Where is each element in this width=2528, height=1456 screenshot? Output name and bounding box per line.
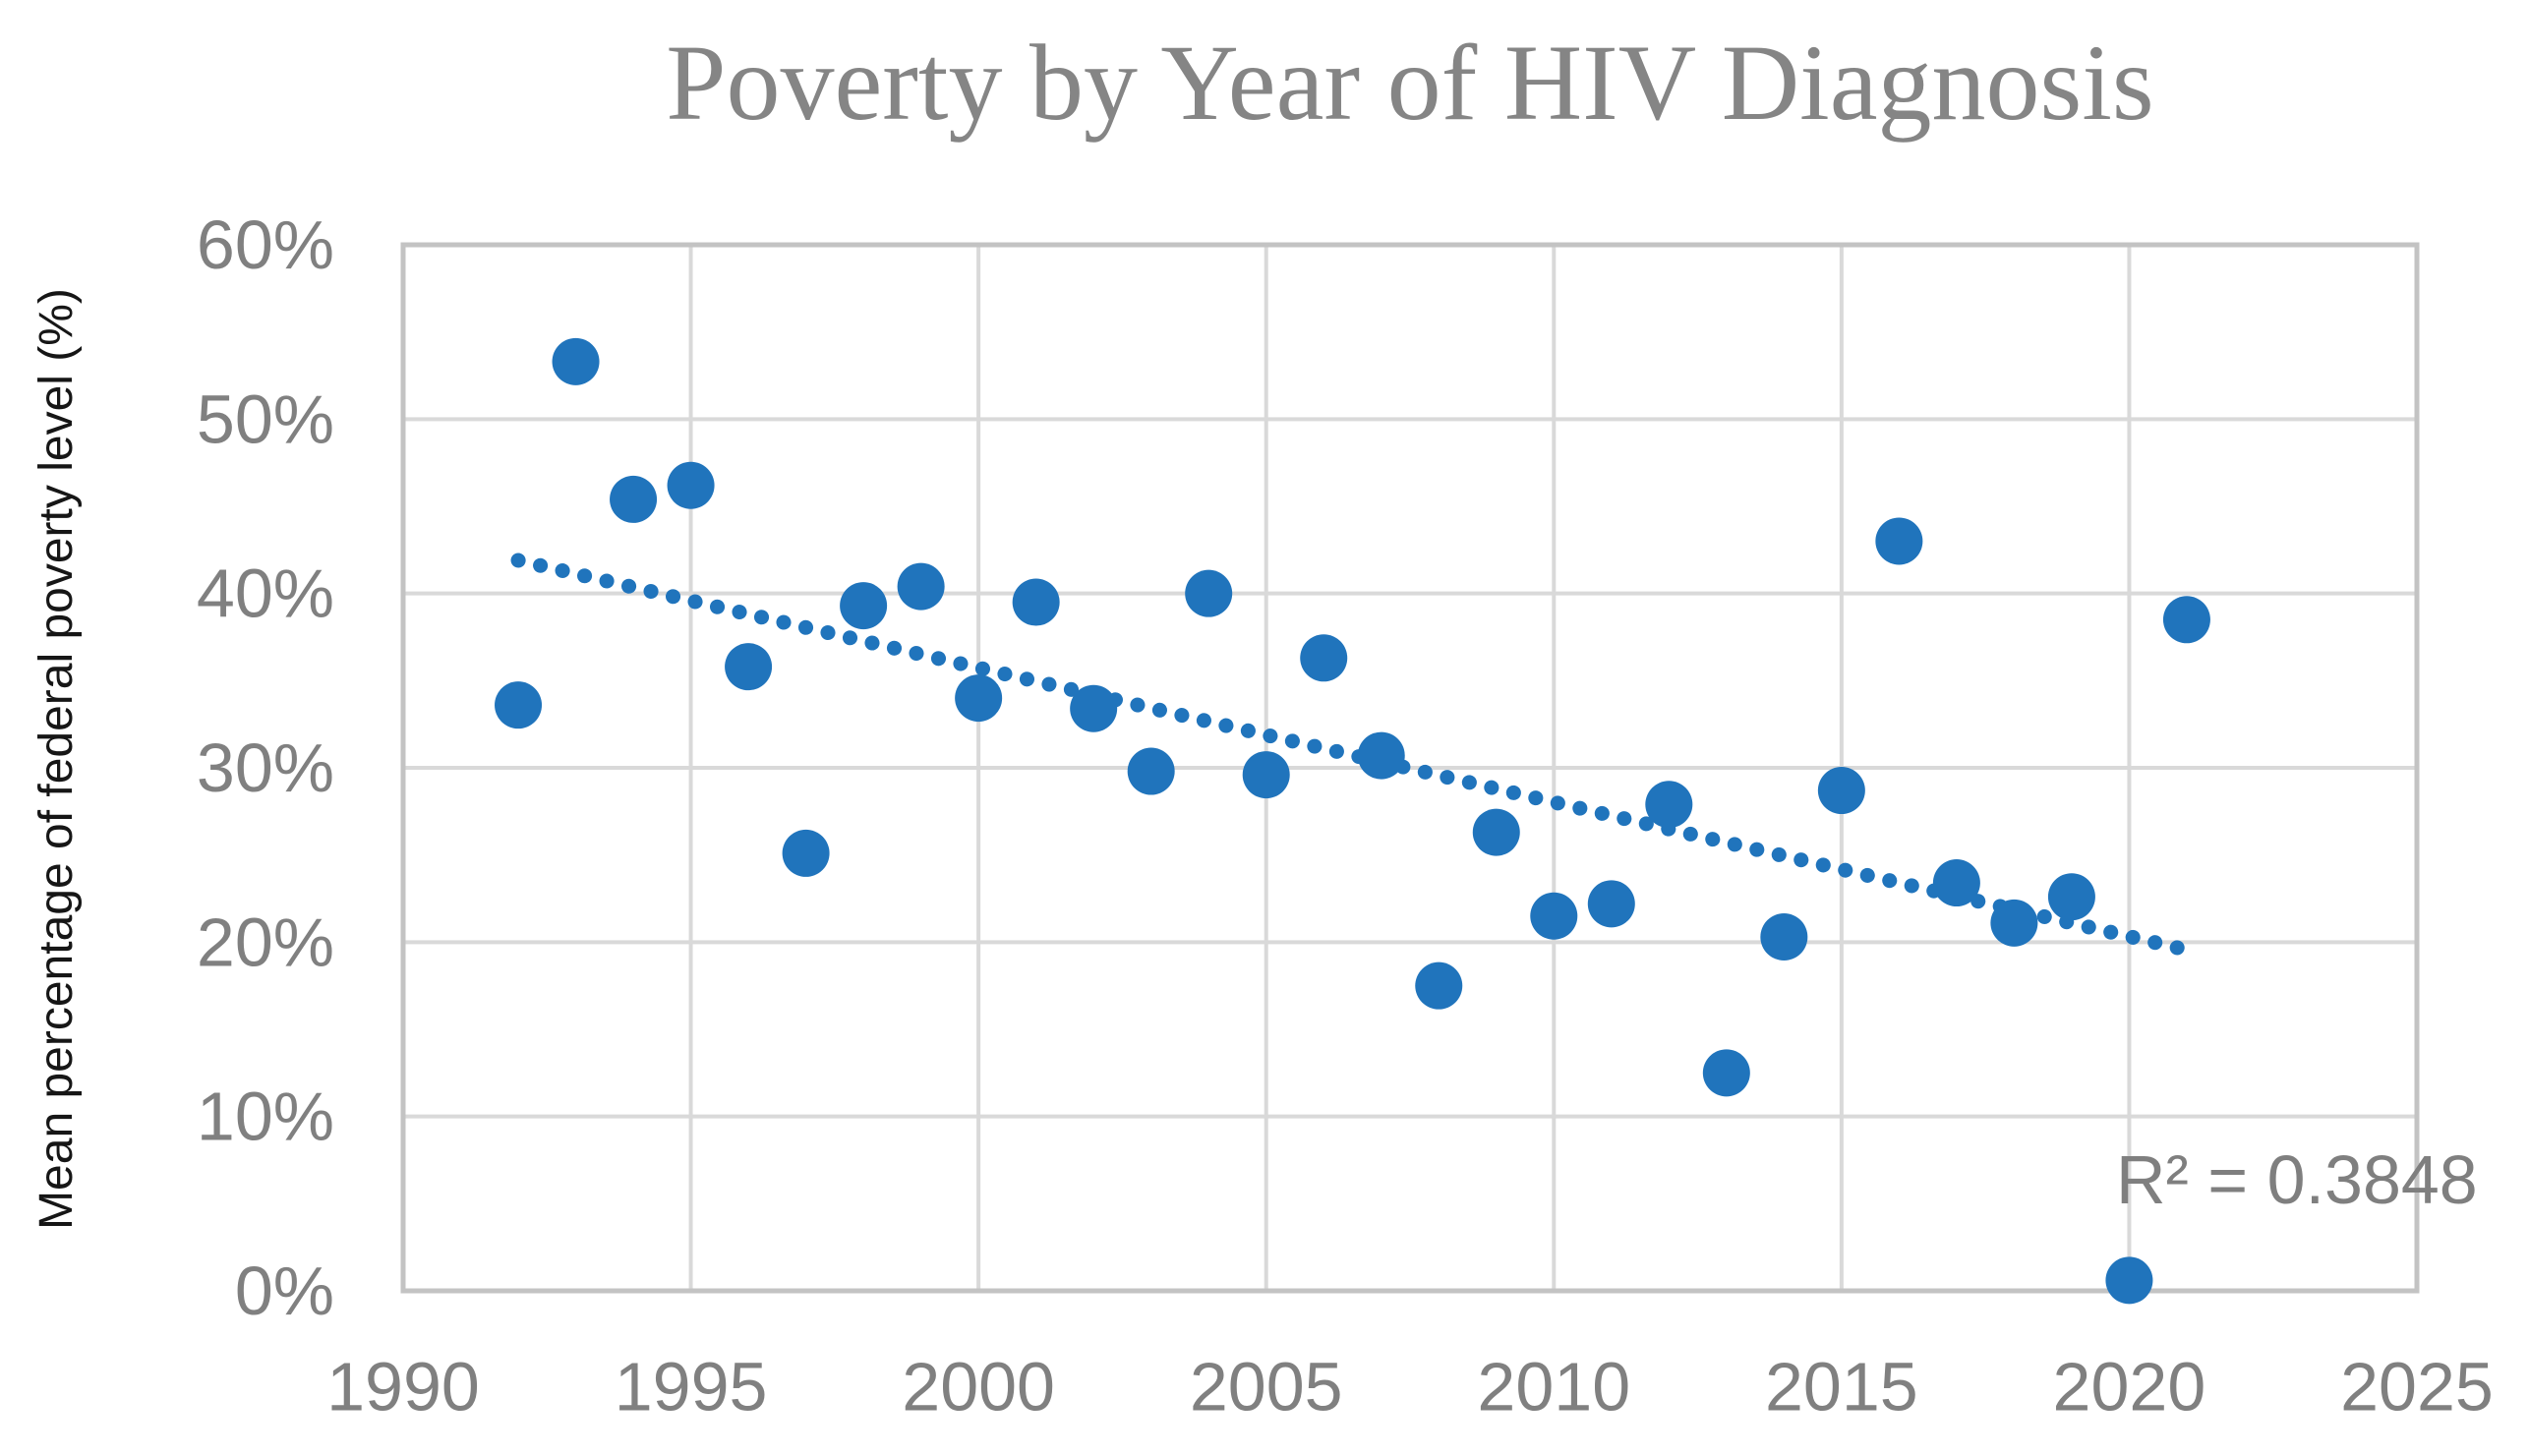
x-tick-label-2020: 2020	[2053, 1348, 2206, 1425]
y-tick-label-10: 10%	[197, 1078, 334, 1155]
data-point-1997	[782, 829, 830, 877]
data-point-2009	[1472, 808, 1520, 856]
data-point-1999	[897, 562, 945, 611]
data-point-2000	[955, 674, 1003, 723]
y-tick-label-50: 50%	[197, 380, 334, 457]
x-tick-label-1990: 1990	[326, 1348, 480, 1425]
data-point-2020	[2105, 1256, 2153, 1305]
data-point-2006	[1300, 634, 1348, 682]
x-tick-label-1995: 1995	[615, 1348, 768, 1425]
y-tick-label-60: 60%	[197, 206, 334, 283]
x-tick-label-2005: 2005	[1190, 1348, 1343, 1425]
data-point-2003	[1127, 747, 1175, 795]
data-point-1995	[667, 461, 715, 509]
data-point-1993	[552, 337, 600, 385]
data-point-2010	[1530, 892, 1578, 940]
data-point-2004	[1185, 569, 1233, 617]
x-tick-label-2015: 2015	[1765, 1348, 1918, 1425]
data-point-2021	[2162, 596, 2210, 644]
data-point-2011	[1587, 880, 1635, 928]
y-tick-label-0: 0%	[235, 1252, 334, 1329]
data-point-2008	[1415, 961, 1463, 1010]
x-tick-label-2010: 2010	[1477, 1348, 1630, 1425]
data-point-1996	[725, 643, 773, 691]
y-tick-label-40: 40%	[197, 555, 334, 632]
x-tick-label-2000: 2000	[902, 1348, 1055, 1425]
chart-title: Poverty by Year of HIV Diagnosis	[666, 23, 2154, 143]
y-tick-label-30: 30%	[197, 729, 334, 806]
data-point-2007	[1357, 731, 1405, 780]
data-point-2002	[1070, 684, 1118, 732]
data-point-2012	[1645, 781, 1693, 829]
data-point-2013	[1702, 1049, 1750, 1097]
data-point-2019	[2047, 873, 2095, 921]
data-point-2018	[1990, 899, 2038, 947]
r-squared-annotation: R² = 0.3848	[2116, 1141, 2478, 1218]
data-point-2001	[1012, 578, 1060, 626]
data-point-2005	[1242, 751, 1290, 799]
data-point-1994	[610, 475, 658, 523]
data-point-2015	[1817, 767, 1865, 815]
data-point-1992	[495, 681, 543, 729]
y-tick-label-20: 20%	[197, 903, 334, 980]
data-point-1998	[840, 582, 888, 630]
data-point-2014	[1760, 913, 1808, 961]
plot-border	[400, 242, 2420, 1294]
data-point-2017	[1932, 859, 1980, 907]
data-point-2016	[1875, 517, 1923, 565]
x-tick-label-2025: 2025	[2340, 1348, 2494, 1425]
